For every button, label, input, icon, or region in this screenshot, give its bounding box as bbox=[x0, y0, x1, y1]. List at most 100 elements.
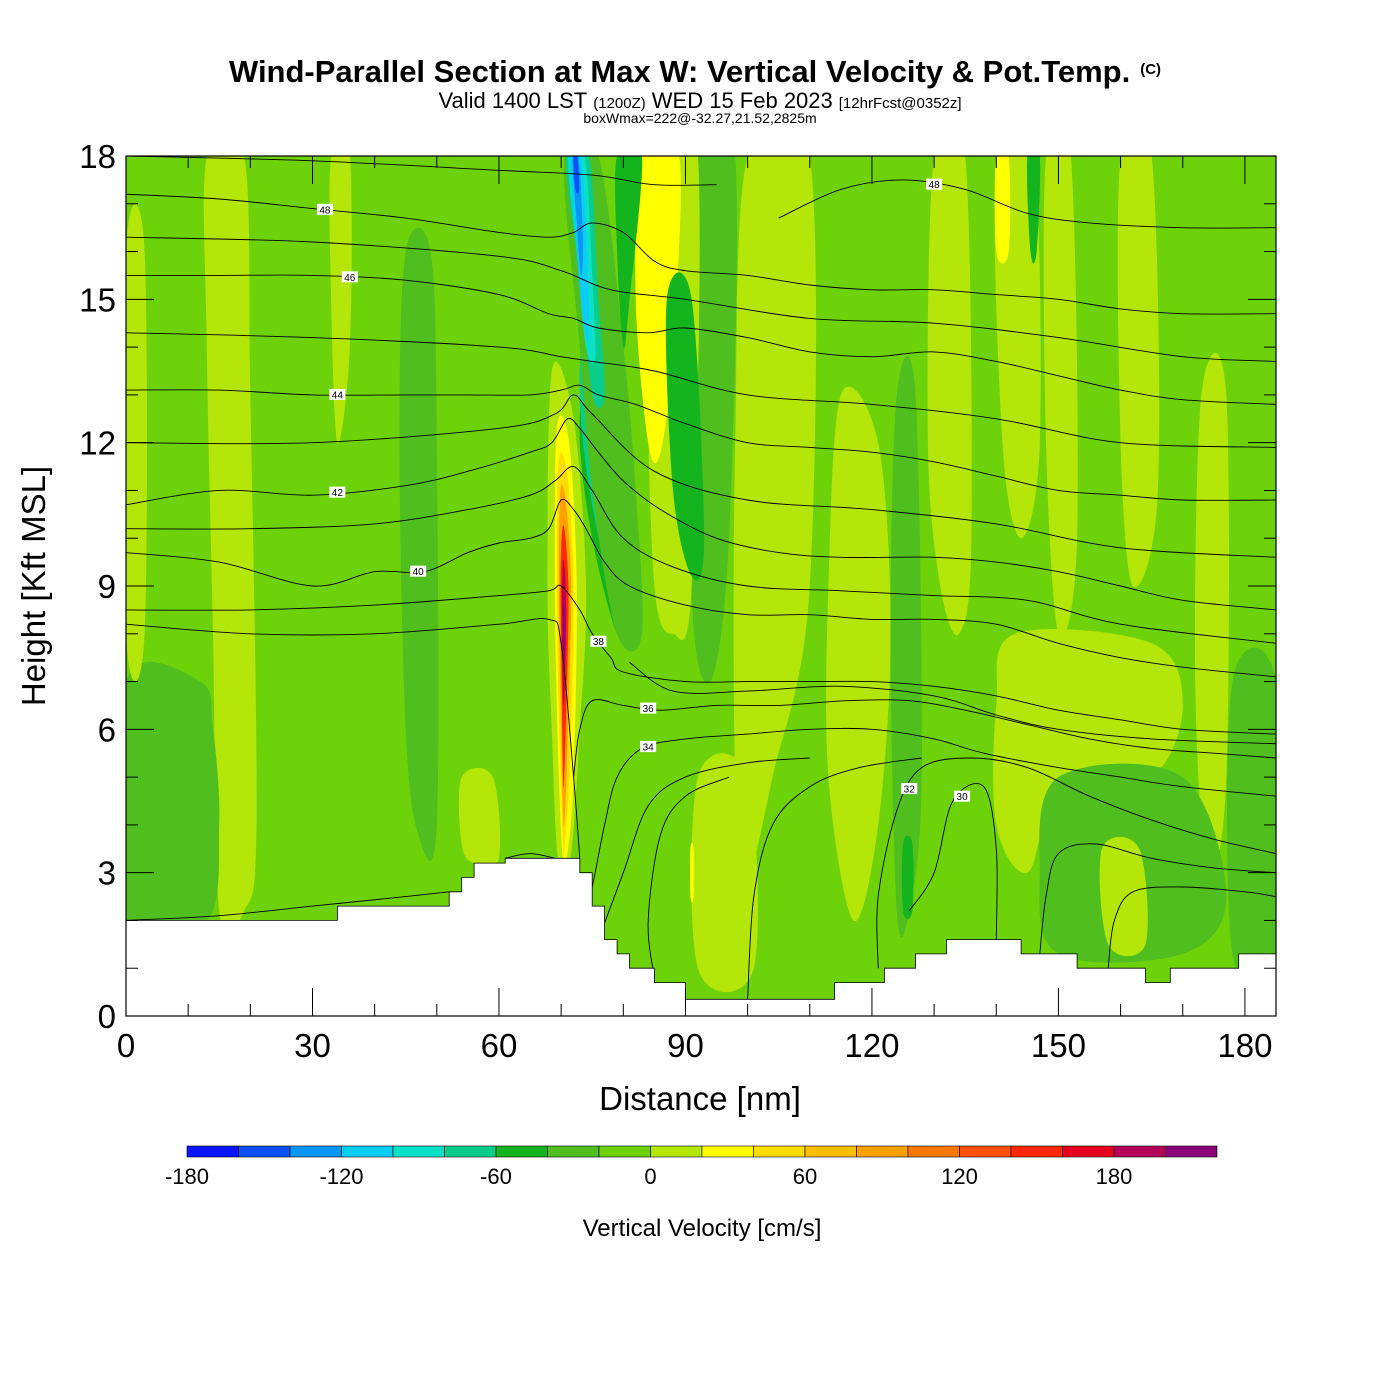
colorbar-tick-label: 180 bbox=[1096, 1164, 1133, 1189]
theta-label: 48 bbox=[929, 180, 941, 191]
theta-label: 42 bbox=[332, 488, 344, 499]
theta-contour bbox=[126, 891, 450, 921]
contour-labels: 30 32 34 36 38 40 42 44 46 48 48 bbox=[316, 178, 971, 803]
theta-contour bbox=[126, 584, 1276, 735]
x-axis: 0 30 60 90 120 150 180 bbox=[117, 156, 1272, 1064]
theta-contour bbox=[126, 498, 1276, 678]
chart-info-line: boxWmax=222@-32.27,21.52,2825m bbox=[583, 110, 816, 126]
theta-label-bg bbox=[341, 271, 358, 283]
theta-contour bbox=[126, 394, 1276, 558]
theta-contour bbox=[126, 274, 1276, 405]
colorbar: -180 -120 -60 0 60 120 180 bbox=[165, 1145, 1218, 1189]
theta-label: 36 bbox=[643, 704, 655, 715]
colorbar-swatch bbox=[289, 1145, 342, 1158]
theta-label-bg bbox=[329, 486, 346, 498]
vv-region bbox=[573, 156, 580, 194]
colorbar-swatch bbox=[753, 1145, 806, 1158]
theta-contour bbox=[597, 757, 810, 940]
vv-region bbox=[329, 156, 352, 444]
colorbar-tick-label: 0 bbox=[644, 1164, 656, 1189]
colorbar-swatch bbox=[1113, 1145, 1166, 1158]
theta-label: 30 bbox=[957, 792, 969, 803]
theta-contour bbox=[908, 783, 998, 940]
theta-label-bg bbox=[640, 702, 657, 714]
colorbar-swatch bbox=[804, 1145, 857, 1158]
colorbar-swatch bbox=[1165, 1145, 1218, 1158]
theta-label: 40 bbox=[413, 567, 425, 578]
colorbar-swatch bbox=[959, 1145, 1012, 1158]
theta-label-bg bbox=[590, 635, 607, 647]
vv-region bbox=[399, 227, 439, 862]
colorbar-swatch bbox=[1062, 1145, 1115, 1158]
vv-region bbox=[572, 156, 583, 276]
theta-contour bbox=[573, 699, 1276, 778]
vv-region bbox=[993, 628, 1183, 874]
theta-contour bbox=[629, 662, 1276, 745]
theta-label: 38 bbox=[593, 637, 605, 648]
colorbar-swatch bbox=[598, 1145, 651, 1158]
colorbar-swatch bbox=[341, 1145, 394, 1158]
theta-contour bbox=[778, 179, 1276, 229]
theta-label-bg bbox=[954, 790, 971, 802]
theta-label-bg bbox=[329, 388, 346, 400]
vv-region bbox=[1099, 836, 1148, 957]
theta-contour bbox=[505, 853, 555, 859]
colorbar-swatch bbox=[856, 1145, 909, 1158]
y-tick-label: 15 bbox=[79, 281, 116, 318]
theta-label: 46 bbox=[344, 273, 356, 284]
theta-label-bg bbox=[901, 783, 918, 795]
colorbar-title: Vertical Velocity [cm/s] bbox=[583, 1215, 822, 1242]
vv-region bbox=[691, 753, 758, 993]
theta-label: 32 bbox=[904, 785, 916, 796]
colorbar-swatch bbox=[444, 1145, 497, 1158]
vv-region bbox=[1194, 352, 1230, 877]
vv-region bbox=[614, 156, 643, 349]
x-tick-label: 30 bbox=[294, 1027, 331, 1064]
theta-label-bg bbox=[410, 565, 427, 577]
vv-region bbox=[126, 661, 220, 943]
theta-contour bbox=[126, 466, 1276, 644]
theta-contour bbox=[585, 727, 1276, 907]
colorbar-swatch bbox=[495, 1145, 548, 1158]
vv-region bbox=[203, 156, 257, 935]
vv-region bbox=[562, 601, 566, 673]
vv-region bbox=[994, 156, 1011, 264]
colorbar-tick-label: 120 bbox=[941, 1164, 978, 1189]
theta-label-bg bbox=[640, 741, 657, 753]
theta-label: 44 bbox=[332, 390, 344, 401]
y-tick-label: 0 bbox=[98, 998, 116, 1035]
vv-region bbox=[1117, 156, 1160, 588]
colorbar-swatch bbox=[650, 1145, 703, 1158]
x-tick-label: 60 bbox=[481, 1027, 518, 1064]
vv-region bbox=[826, 386, 891, 922]
colorbar-swatch bbox=[238, 1145, 291, 1158]
x-tick-label: 180 bbox=[1217, 1027, 1272, 1064]
x-axis-label: Distance [nm] bbox=[599, 1080, 801, 1117]
vv-region bbox=[458, 767, 501, 868]
theta-contour bbox=[126, 193, 1276, 315]
colorbar-swatch bbox=[547, 1145, 600, 1158]
y-tick-label: 9 bbox=[98, 568, 116, 605]
theta-contour bbox=[647, 776, 730, 978]
y-tick-label: 12 bbox=[79, 425, 116, 462]
theta-contour bbox=[747, 757, 922, 1000]
theta-label: 48 bbox=[319, 205, 331, 216]
theta-contour bbox=[126, 618, 581, 859]
theta-label-bg bbox=[926, 178, 943, 190]
vv-region bbox=[901, 835, 914, 920]
y-axis-label: Height [Kft MSL] bbox=[15, 466, 52, 706]
colorbar-swatch bbox=[1010, 1145, 1063, 1158]
theta-contour bbox=[126, 236, 1276, 362]
colorbar-tick-label: -120 bbox=[319, 1164, 363, 1189]
y-tick-label: 3 bbox=[98, 855, 116, 892]
y-tick-label: 18 bbox=[79, 138, 116, 175]
theta-contour bbox=[126, 417, 1276, 611]
vertical-velocity-field bbox=[126, 156, 1276, 993]
theta-contour bbox=[1039, 843, 1276, 954]
y-tick-label: 6 bbox=[98, 711, 116, 748]
vv-region bbox=[1026, 156, 1041, 264]
vv-region bbox=[1043, 156, 1078, 638]
colorbar-tick-label: -180 bbox=[165, 1164, 209, 1189]
